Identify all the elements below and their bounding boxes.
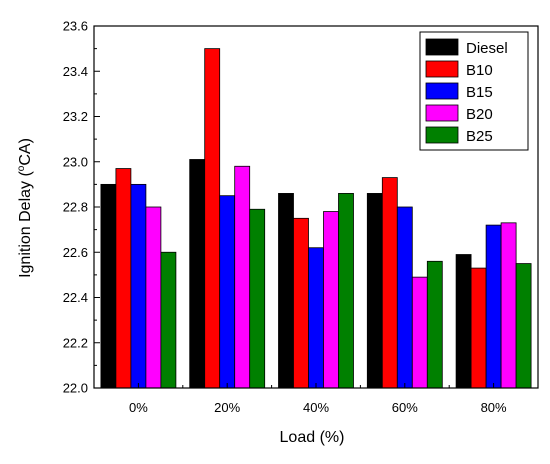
bar-diesel-80pct (455, 254, 472, 389)
bar-b10-40pct (293, 217, 309, 389)
x-tick-label: 80% (481, 400, 507, 415)
bar-diesel-0pct (100, 183, 117, 389)
y-tick-label: 23.6 (63, 19, 88, 34)
y-tick-label: 22.2 (63, 335, 88, 350)
bars-layer (100, 48, 532, 389)
legend-label-b20: B20 (466, 106, 493, 123)
y-axis-title: Ignition Delay (oCA) (16, 138, 34, 278)
y-axis: 22.0 22.2 22.4 22.6 22.8 23.0 23.2 23.4 23.6 (63, 19, 100, 396)
bar-b20-60pct (411, 276, 428, 389)
bar-b20-40pct (323, 211, 339, 389)
bar-diesel-40pct (278, 193, 294, 389)
bar-b15-60pct (396, 206, 413, 389)
bar-b15-20pct (219, 195, 236, 389)
bar-b10-80pct (470, 267, 487, 389)
bar-b10-60pct (381, 177, 398, 389)
legend-swatch-b15 (425, 82, 459, 100)
y-axis-title-degree: o (16, 165, 27, 171)
y-tick-label: 22.4 (63, 290, 88, 305)
bar-b25-80pct (515, 263, 532, 389)
bar-diesel-60pct (366, 193, 383, 389)
legend-swatch-diesel (425, 38, 459, 56)
x-tick-label: 40% (303, 400, 329, 415)
legend-swatch-b25 (425, 126, 459, 144)
x-tick-label: 20% (214, 400, 240, 415)
legend-label-diesel: Diesel (466, 40, 508, 57)
legend-label-b10: B10 (466, 62, 493, 79)
bar-b20-80pct (500, 222, 517, 389)
bar-b15-40pct (308, 247, 324, 389)
bar-b25-0pct (160, 251, 177, 389)
bar-b20-20pct (234, 165, 251, 389)
x-axis-title: Load (%) (280, 429, 345, 446)
bar-b10-0pct (115, 168, 132, 389)
y-tick-label: 22.0 (63, 381, 88, 396)
y-tick-label: 22.6 (63, 245, 88, 260)
bar-b25-60pct (426, 260, 443, 389)
bar-b25-20pct (249, 208, 266, 389)
legend-label-b25: B25 (466, 128, 493, 145)
legend-label-b15: B15 (466, 84, 493, 101)
y-tick-label: 23.4 (63, 64, 88, 79)
x-tick-label: 60% (392, 400, 418, 415)
bar-b25-40pct (338, 193, 354, 389)
legend-swatch-b20 (425, 104, 459, 122)
legend-swatch-b10 (425, 60, 459, 78)
y-tick-label: 22.8 (63, 200, 88, 215)
bar-diesel-20pct (189, 159, 206, 389)
bar-b15-0pct (130, 183, 147, 389)
x-tick-label: 0% (129, 400, 148, 415)
bar-b15-80pct (485, 224, 502, 389)
legend: Diesel B10 B15 B20 B25 (419, 31, 529, 151)
x-axis: 0% 20% 40% 60% 80% (129, 383, 507, 415)
y-tick-label: 23.0 (63, 154, 88, 169)
bar-b20-0pct (145, 206, 162, 389)
y-tick-label: 23.2 (63, 109, 88, 124)
bar-b10-20pct (204, 48, 221, 389)
